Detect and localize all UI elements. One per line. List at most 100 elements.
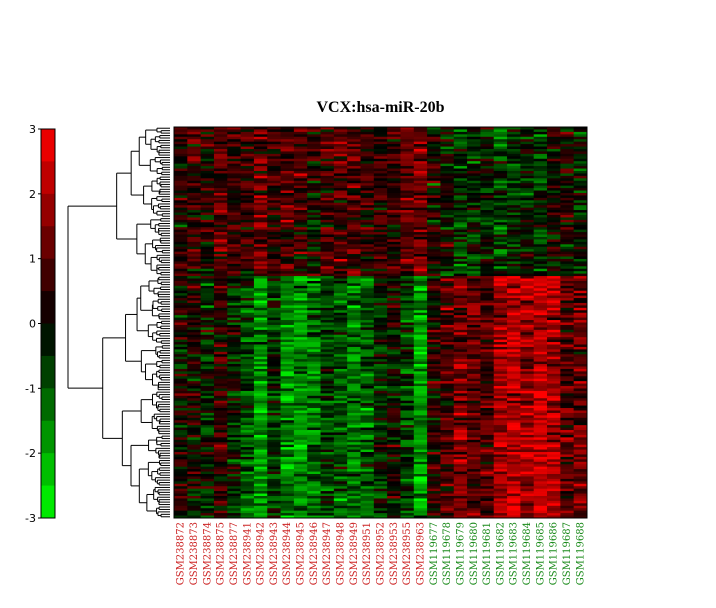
heatmap-cell	[227, 175, 241, 179]
heatmap-cell	[387, 327, 401, 331]
heatmap-cell	[360, 447, 375, 450]
heatmap-cell	[320, 425, 335, 428]
heatmap-cell	[347, 422, 361, 426]
heatmap-cell	[307, 408, 321, 411]
heatmap-cell	[213, 190, 228, 194]
heatmap-cell	[507, 261, 521, 265]
heatmap-cell	[493, 500, 508, 504]
heatmap-cell	[413, 354, 428, 358]
heatmap-cell	[387, 464, 401, 467]
heatmap-cell	[200, 386, 215, 389]
heatmap-cell	[200, 280, 215, 284]
heatmap-cell	[413, 381, 428, 384]
heatmap-cell	[293, 302, 308, 306]
heatmap-cell	[453, 236, 468, 240]
heatmap-cell	[240, 261, 255, 265]
heatmap-cell	[280, 217, 295, 221]
heatmap-cell	[267, 478, 281, 482]
heatmap-cell	[227, 337, 241, 340]
heatmap-cell	[387, 241, 401, 245]
heatmap-cell	[440, 227, 455, 230]
heatmap-cell	[213, 127, 228, 130]
heatmap-cell	[307, 398, 321, 401]
heatmap-cell	[227, 447, 241, 450]
heatmap-cell	[427, 202, 441, 206]
heatmap-cell	[187, 175, 201, 179]
heatmap-cell	[507, 298, 521, 301]
heatmap-cell	[440, 158, 455, 162]
heatmap-cell	[227, 496, 241, 499]
heatmap-cell	[267, 139, 281, 142]
heatmap-cell	[453, 129, 468, 133]
heatmap-cell	[320, 320, 335, 323]
heatmap-cell	[253, 405, 268, 409]
heatmap-cell	[280, 410, 295, 414]
heatmap-cell	[293, 202, 308, 206]
heatmap-cell	[400, 334, 415, 338]
heatmap-cell	[200, 366, 215, 370]
heatmap-cell	[547, 141, 561, 145]
heatmap-cell	[213, 170, 228, 174]
heatmap-cell	[280, 488, 295, 492]
heatmap-cell	[253, 197, 268, 201]
heatmap-cell	[200, 276, 215, 279]
heatmap-cell	[293, 432, 308, 436]
heatmap-cell	[200, 483, 215, 487]
heatmap-cell	[480, 261, 495, 265]
heatmap-cell	[174, 434, 188, 438]
heatmap-cell	[187, 474, 201, 477]
heatmap-cell	[280, 371, 295, 375]
heatmap-cell	[400, 268, 415, 272]
heatmap-cell	[520, 268, 535, 272]
heatmap-cell	[467, 361, 481, 365]
heatmap-cell	[440, 410, 455, 414]
heatmap-cell	[440, 136, 455, 140]
heatmap-cell	[174, 276, 188, 279]
heatmap-cell	[240, 258, 255, 262]
heatmap-cell	[453, 337, 468, 340]
heatmap-cell	[373, 329, 388, 333]
heatmap-cell	[440, 417, 455, 421]
heatmap-cell	[174, 469, 188, 472]
heatmap-cell	[187, 346, 201, 350]
heatmap-cell	[174, 349, 188, 353]
heatmap-cell	[520, 412, 535, 416]
heatmap-cell	[507, 474, 521, 477]
heatmap-cell	[200, 354, 215, 358]
heatmap-cell	[213, 322, 228, 326]
heatmap-cell	[467, 315, 481, 318]
heatmap-cell	[320, 351, 335, 355]
heatmap-cell	[253, 288, 268, 292]
heatmap-cell	[480, 381, 495, 384]
heatmap-cell	[413, 466, 428, 470]
heatmap-cell	[307, 349, 321, 353]
heatmap-cell	[307, 239, 321, 243]
heatmap-cell	[360, 425, 375, 428]
heatmap-cell	[187, 280, 201, 284]
heatmap-cell	[360, 430, 375, 433]
heatmap-cell	[187, 305, 201, 309]
heatmap-cell	[253, 134, 268, 138]
heatmap-cell	[480, 366, 495, 370]
heatmap-cell	[480, 359, 495, 362]
heatmap-cell	[213, 139, 228, 142]
heatmap-cell	[267, 437, 281, 441]
colorbar-tick-label: -3	[25, 512, 36, 525]
heatmap-cell	[413, 327, 428, 331]
heatmap-cell	[347, 349, 361, 353]
heatmap-cell	[187, 300, 201, 304]
heatmap-cell	[427, 486, 441, 489]
heatmap-cell	[267, 383, 281, 387]
heatmap-cell	[174, 163, 188, 167]
heatmap-cell	[267, 354, 281, 358]
heatmap-cell	[227, 346, 241, 350]
heatmap-cell	[267, 454, 281, 458]
heatmap-cell	[467, 447, 481, 450]
heatmap-cell	[333, 359, 348, 362]
heatmap-cell	[333, 251, 348, 255]
heatmap-cell	[400, 205, 415, 208]
heatmap-cell	[187, 302, 201, 306]
heatmap-cell	[533, 447, 548, 450]
heatmap-cell	[280, 498, 295, 502]
heatmap-cell	[360, 261, 375, 265]
